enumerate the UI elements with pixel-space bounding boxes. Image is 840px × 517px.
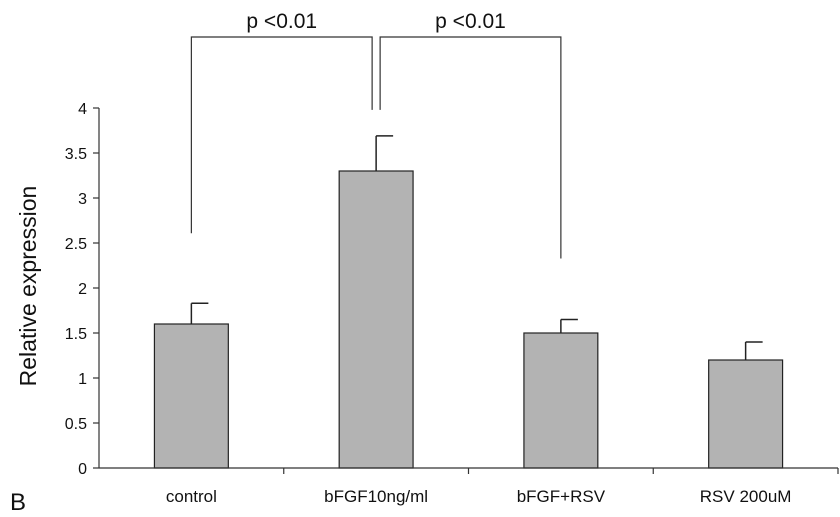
y-tick-label: 3.5 bbox=[65, 146, 87, 163]
significance-bracket bbox=[190, 36, 373, 234]
error-bars bbox=[190, 135, 763, 360]
bar bbox=[523, 332, 599, 469]
y-tick-label: 2.5 bbox=[65, 236, 87, 253]
y-tick-label: 1 bbox=[78, 371, 87, 388]
category-label: bFGF+RSV bbox=[517, 487, 606, 506]
panel-label: B bbox=[10, 489, 26, 516]
y-tick-label: 4 bbox=[78, 101, 87, 118]
y-tick-label: 2 bbox=[78, 281, 87, 298]
p-value-label: p <0.01 bbox=[435, 10, 506, 33]
bar bbox=[708, 359, 784, 469]
x-axis-ticks bbox=[283, 468, 839, 474]
y-tick-label: 3 bbox=[78, 191, 87, 208]
category-label: bFGF10ng/ml bbox=[324, 487, 428, 506]
category-label: control bbox=[166, 487, 217, 506]
significance-brackets: p <0.01 p <0.01 bbox=[190, 10, 562, 259]
y-tick-label: 1.5 bbox=[65, 326, 87, 343]
y-axis-title: Relative expression bbox=[15, 186, 41, 387]
category-labels: control bFGF10ng/ml bFGF+RSV RSV 200uM bbox=[166, 487, 792, 506]
p-value-label: p <0.01 bbox=[246, 10, 317, 33]
y-tick-label: 0.5 bbox=[65, 416, 87, 433]
y-axis-ticks: 0 0.5 1 1.5 2 2.5 3 3.5 4 bbox=[65, 101, 99, 478]
bars bbox=[153, 170, 784, 469]
significance-bracket bbox=[379, 36, 562, 259]
y-tick-label: 0 bbox=[78, 461, 87, 478]
bar bbox=[153, 323, 229, 469]
bar bbox=[338, 170, 414, 469]
category-label: RSV 200uM bbox=[700, 487, 792, 506]
